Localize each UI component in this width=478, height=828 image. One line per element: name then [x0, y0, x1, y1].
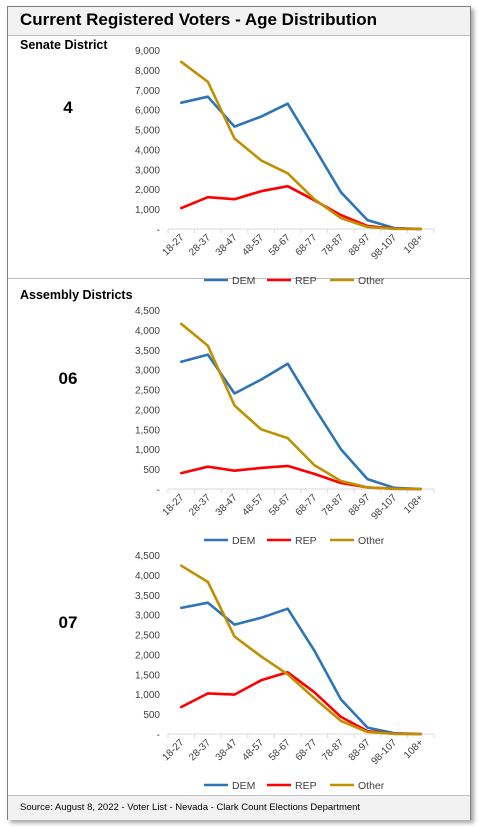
legend-label-dem: DEM — [232, 780, 255, 792]
y-tick-label: 2,000 — [135, 650, 160, 661]
y-tick-label: 2,000 — [135, 185, 160, 196]
legend-label-rep: REP — [295, 275, 317, 287]
district-number-07: 07 — [58, 613, 78, 632]
y-tick-label: 3,000 — [135, 366, 160, 377]
x-tick-label: 38-47 — [214, 232, 240, 258]
series-line-other — [180, 564, 423, 736]
x-tick-label: 68-77 — [294, 737, 320, 763]
legend-label-dem: DEM — [232, 535, 255, 547]
series-line-dem — [180, 601, 423, 736]
y-tick-label: 5,000 — [135, 126, 160, 137]
x-tick-label: 28-37 — [187, 737, 213, 763]
source-note: Source: August 8, 2022 - Voter List - Ne… — [20, 802, 361, 813]
x-tick-label: 58-67 — [267, 492, 293, 518]
series-line-dem — [180, 95, 423, 231]
y-tick-label: - — [157, 485, 160, 496]
legend-label-other: Other — [358, 535, 385, 547]
y-tick-label: 1,500 — [135, 670, 160, 681]
x-tick-label: 108+ — [402, 492, 426, 516]
y-tick-label: 500 — [143, 465, 160, 476]
x-tick-label: 18-27 — [161, 492, 187, 518]
y-tick-label: 3,000 — [135, 165, 160, 176]
footer: Source: August 8, 2022 - Voter List - Ne… — [8, 795, 470, 820]
senate-district-label: Senate District — [20, 38, 108, 52]
y-tick-label: 8,000 — [135, 66, 160, 77]
y-tick-label: 6,000 — [135, 106, 160, 117]
x-tick-label: 48-57 — [240, 492, 266, 518]
x-tick-label: 58-67 — [267, 737, 293, 763]
y-tick-label: 4,500 — [135, 551, 160, 562]
y-tick-label: 1,000 — [135, 445, 160, 456]
series-line-other — [180, 322, 423, 491]
y-tick-label: 4,000 — [135, 571, 160, 582]
x-tick-label: 28-37 — [187, 232, 213, 258]
x-tick-label: 38-47 — [214, 737, 240, 763]
y-tick-label: 7,000 — [135, 86, 160, 97]
page-title: Current Registered Voters - Age Distribu… — [20, 10, 378, 29]
x-tick-label: 48-57 — [240, 737, 266, 763]
legend-label-other: Other — [358, 275, 385, 287]
x-tick-label: 108+ — [402, 737, 426, 761]
x-tick-label: 98-107 — [369, 232, 399, 262]
y-tick-label: 2,000 — [135, 405, 160, 416]
y-tick-label: 3,500 — [135, 591, 160, 602]
y-tick-label: 3,000 — [135, 611, 160, 622]
district-number-06: 06 — [58, 369, 78, 388]
y-tick-label: 500 — [143, 710, 160, 721]
y-tick-label: 4,500 — [135, 306, 160, 317]
x-tick-label: 108+ — [402, 232, 426, 256]
x-tick-label: 18-27 — [161, 232, 187, 258]
title-bar: Current Registered Voters - Age Distribu… — [8, 7, 470, 36]
series-line-rep — [180, 184, 423, 231]
y-tick-label: 1,000 — [135, 205, 160, 216]
legend-label-dem: DEM — [232, 275, 255, 287]
x-tick-label: 78-87 — [320, 492, 346, 518]
x-tick-label: 98-107 — [369, 737, 399, 767]
line-chart-district-07: - 500 1,000 1,500 2,000 2,500 3,000 3,500 4,000 4… — [135, 551, 435, 792]
x-tick-label: 98-107 — [369, 492, 399, 522]
district-number-4: 4 — [63, 98, 73, 117]
chart-panel: Current Registered Voters - Age Distribu… — [7, 6, 471, 820]
x-tick-label: 68-77 — [294, 492, 320, 518]
series-line-other — [180, 60, 423, 231]
assembly-districts-label: Assembly Districts — [20, 288, 133, 302]
x-tick-label: 78-87 — [320, 232, 346, 258]
y-tick-label: 9,000 — [135, 46, 160, 57]
x-tick-label: 38-47 — [214, 492, 240, 518]
legend-label-rep: REP — [295, 535, 317, 547]
x-tick-label: 48-57 — [240, 232, 266, 258]
legend-label-other: Other — [358, 780, 385, 792]
x-tick-label: 18-27 — [161, 737, 187, 763]
series-line-rep — [180, 671, 423, 736]
section-divider — [8, 278, 470, 279]
y-tick-label: 1,000 — [135, 690, 160, 701]
y-tick-label: 2,500 — [135, 386, 160, 397]
y-tick-label: 4,000 — [135, 145, 160, 156]
x-tick-label: 58-67 — [267, 232, 293, 258]
y-tick-label: 1,500 — [135, 425, 160, 436]
line-chart-district-4: - 1,000 2,000 3,000 4,000 5,000 6,000 7,000 8,00… — [135, 46, 435, 287]
x-tick-label: 68-77 — [294, 232, 320, 258]
y-tick-label: 3,500 — [135, 346, 160, 357]
x-tick-label: 28-37 — [187, 492, 213, 518]
y-tick-label: 4,000 — [135, 326, 160, 337]
legend-label-rep: REP — [295, 780, 317, 792]
y-tick-label: - — [157, 225, 160, 236]
line-chart-district-06: - 500 1,000 1,500 2,000 2,500 3,000 3,500 4,000 4… — [135, 306, 435, 547]
y-tick-label: - — [157, 730, 160, 741]
x-tick-label: 78-87 — [320, 737, 346, 763]
y-tick-label: 2,500 — [135, 631, 160, 642]
